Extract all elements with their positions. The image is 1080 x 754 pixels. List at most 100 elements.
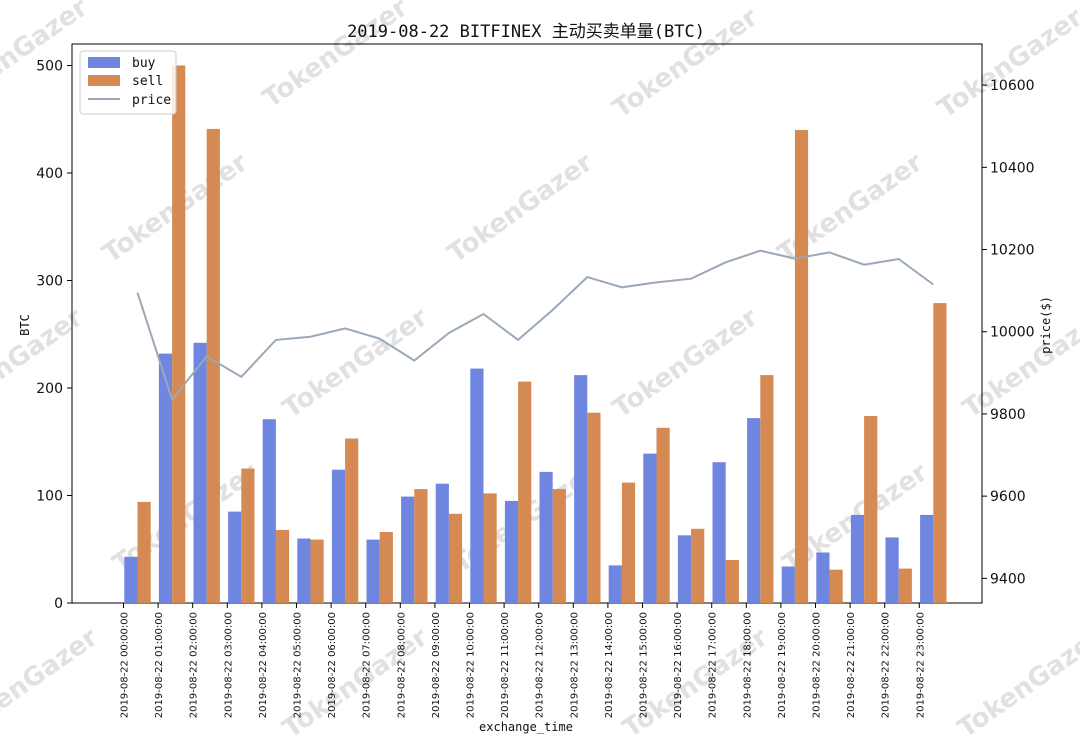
bar-sell [379, 532, 393, 603]
bar-buy [435, 483, 449, 603]
bar-sell [414, 489, 428, 603]
bar-sell [448, 513, 463, 603]
x-tick-label: 2019-08-22 23:00:00 [915, 612, 926, 718]
x-axis-label: exchange_time [479, 720, 573, 734]
y-axis-label: BTC [18, 314, 32, 336]
watermark-text: TokenGazer [0, 622, 104, 744]
x-tick-label: 2019-08-22 09:00:00 [431, 612, 442, 718]
y2-tick-label: 10000 [990, 325, 1035, 341]
legend-swatch-buy [88, 57, 120, 68]
bar-buy [920, 514, 934, 603]
bar-sell [345, 438, 359, 603]
x-tick-label: 2019-08-22 10:00:00 [466, 612, 477, 718]
bar-sell [310, 539, 324, 603]
bar-sell [760, 375, 774, 603]
x-tick-label: 2019-08-22 20:00:00 [812, 612, 823, 718]
bar-sell [691, 528, 705, 603]
watermark-text: TokenGazer [607, 2, 763, 124]
y-tick-label: 100 [36, 489, 63, 505]
bar-sell [172, 65, 186, 603]
bar-buy [850, 514, 865, 603]
bar-buy [193, 342, 207, 603]
bar-sell [933, 303, 947, 603]
watermark-text: TokenGazer [607, 302, 763, 424]
y2-tick-label: 10200 [990, 243, 1035, 259]
bar-sell [587, 412, 601, 603]
bar-sell [483, 493, 497, 603]
bar-sell [552, 489, 566, 603]
bar-sell [241, 468, 255, 603]
bar-buy [331, 469, 346, 603]
legend: buy sell price [79, 50, 177, 115]
x-tick-label: 2019-08-22 14:00:00 [604, 612, 615, 718]
bar-buy [366, 539, 380, 603]
bar-sell [518, 381, 532, 603]
chart-title: 2019-08-22 BITFINEX 主动买卖单量(BTC) [347, 22, 705, 42]
x-tick-label: 2019-08-22 18:00:00 [742, 612, 753, 718]
y-tick-label: 300 [36, 274, 63, 290]
y-tick-label: 0 [54, 596, 63, 612]
x-axis: 2019-08-22 00:00:00 2019-08-22 01:00:00 20… [120, 603, 926, 718]
bar-sell [621, 482, 636, 603]
price-line [136, 249, 934, 402]
x-tick-label: 2019-08-22 04:00:00 [258, 612, 269, 718]
bar-buy [712, 462, 726, 603]
y-tick-label: 400 [36, 166, 63, 182]
bar-buy [608, 565, 622, 603]
watermark-text: TokenGazer [0, 0, 94, 114]
x-tick-label: 2019-08-22 08:00:00 [396, 612, 407, 718]
y-tick-label: 500 [36, 59, 63, 75]
bar-buy [297, 538, 311, 603]
watermark-text: TokenGazer [277, 302, 433, 424]
bar-sell [864, 416, 878, 603]
x-tick-label: 2019-08-22 13:00:00 [569, 612, 580, 718]
bar-sell [137, 501, 151, 603]
legend-swatch-sell [88, 75, 120, 86]
price-line-layer [136, 249, 934, 402]
x-tick-label: 2019-08-22 00:00:00 [120, 612, 131, 718]
bar-buy [504, 500, 519, 603]
bar-buy [228, 511, 242, 603]
x-tick-label: 2019-08-22 19:00:00 [777, 612, 788, 718]
right-axis: 9400 9600 9800 10000 10200 10400 10600 [982, 78, 1035, 587]
watermark-text: TokenGazer [952, 622, 1080, 744]
bar-buy [885, 537, 899, 603]
bar-sell [725, 560, 739, 603]
left-axis: 0 100 200 300 400 500 [36, 59, 72, 612]
bar-sell [898, 568, 912, 603]
bar-buy [401, 496, 415, 603]
y2-axis-label: price($) [1039, 296, 1053, 354]
bar-sell [275, 529, 290, 603]
y2-tick-label: 9400 [990, 571, 1026, 587]
x-tick-label: 2019-08-22 03:00:00 [223, 612, 234, 718]
bar-buy [643, 453, 657, 603]
legend-label-price: price [132, 93, 171, 108]
bar-buy [747, 418, 761, 603]
y2-tick-label: 9600 [990, 489, 1026, 505]
watermark-text: TokenGazer [932, 2, 1080, 124]
x-tick-label: 2019-08-22 11:00:00 [500, 612, 511, 718]
y2-tick-label: 10600 [990, 78, 1035, 94]
x-tick-label: 2019-08-22 05:00:00 [293, 612, 304, 718]
watermark-text: TokenGazer [257, 0, 413, 114]
bar-buy [124, 556, 138, 603]
bar-buy [158, 353, 173, 603]
legend-label-buy: buy [132, 56, 156, 71]
x-tick-label: 2019-08-22 21:00:00 [846, 612, 857, 718]
bar-buy [816, 552, 830, 603]
x-tick-label: 2019-08-22 15:00:00 [639, 612, 650, 718]
watermark-text: TokenGazer [0, 302, 89, 424]
y-tick-label: 200 [36, 381, 63, 397]
watermark-text: TokenGazer [442, 147, 598, 269]
bar-sell [206, 128, 220, 603]
bar-buy [539, 471, 553, 603]
bar-buy [470, 368, 484, 603]
y2-tick-label: 9800 [990, 407, 1026, 423]
bar-buy [781, 566, 795, 603]
bar-sell [829, 569, 843, 603]
x-tick-label: 2019-08-22 07:00:00 [362, 612, 373, 718]
x-tick-label: 2019-08-22 22:00:00 [881, 612, 892, 718]
bar-buy [677, 535, 692, 603]
x-tick-label: 2019-08-22 16:00:00 [673, 612, 684, 718]
